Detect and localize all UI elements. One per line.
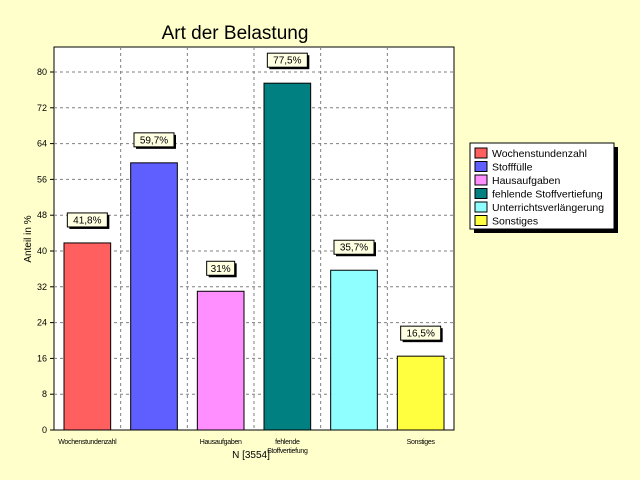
value-label: 16,5%: [406, 329, 434, 340]
y-tick-label: 80: [37, 67, 47, 77]
legend-item-label: Sonstiges: [492, 216, 538, 228]
bar: [130, 162, 178, 431]
value-label: 77,5%: [273, 56, 301, 67]
x-axis-ticks: Wochenstundenzahl Hausaufgaben fehlende Sto…: [58, 439, 436, 455]
legend-swatch: [474, 215, 488, 226]
y-tick-label: 72: [37, 103, 47, 113]
legend-item-label: Hausaufgaben: [492, 175, 560, 187]
chart-title: Art der Belastung: [162, 23, 309, 44]
y-tick-label: 8: [42, 389, 47, 399]
value-label-box: [333, 239, 375, 255]
value-label-box: [66, 212, 108, 228]
x-tick-label: Sonstiges: [407, 439, 436, 446]
value-label-box: [266, 52, 308, 68]
bar: [63, 242, 112, 431]
y-tick-label: 56: [37, 174, 47, 184]
legend-item-label: Unterrichtsverlängerung: [492, 202, 604, 214]
x-tick-label: fehlende: [275, 439, 300, 446]
y-tick-label: 16: [37, 353, 47, 363]
value-label: 59,7%: [140, 135, 168, 146]
value-labels: 41,8% 59,7% 31% 77,5% 35,7% 16,5%: [66, 52, 443, 343]
x-tick-label: Stoffvertiefung: [267, 448, 308, 455]
bar: [196, 290, 245, 431]
value-label-box: [206, 260, 236, 276]
grid-lines: [54, 47, 454, 430]
x-axis-label: N [3554]: [232, 450, 270, 461]
legend-swatch: [474, 201, 488, 213]
y-tick-label: 32: [37, 282, 47, 292]
value-label-box: [133, 132, 175, 148]
value-label-box: [400, 325, 442, 341]
bar: [396, 355, 445, 431]
y-tick-label: 24: [37, 318, 47, 328]
legend-item-label: fehlende Stoffvertiefung: [492, 189, 603, 201]
legend-item-label: Stofffülle: [492, 162, 533, 174]
legend-swatch: [474, 188, 488, 199]
value-label: 31%: [211, 264, 231, 275]
bars: [63, 82, 445, 431]
y-tick-label: 0: [42, 425, 47, 435]
legend-item-label: Wochenstundenzahl: [492, 148, 587, 160]
legend-box: [469, 142, 615, 230]
y-axis-ticks: 0 8 16 24 32 40 48 56 64 72 80: [37, 67, 54, 435]
bar: [263, 82, 312, 431]
legend-swatch: [474, 174, 488, 186]
y-tick-label: 64: [37, 139, 47, 149]
legend-swatch: [474, 147, 488, 159]
y-tick-label: 40: [37, 246, 47, 256]
x-tick-label: Wochenstundenzahl: [58, 439, 117, 446]
x-tick-label: Hausaufgaben: [200, 439, 242, 446]
y-tick-label: 48: [37, 210, 47, 220]
legend-swatch: [474, 161, 488, 172]
y-axis-label: Anteil in %: [23, 215, 34, 262]
bar: [330, 269, 378, 431]
value-label: 41,8%: [73, 215, 101, 226]
value-label: 35,7%: [340, 243, 368, 254]
